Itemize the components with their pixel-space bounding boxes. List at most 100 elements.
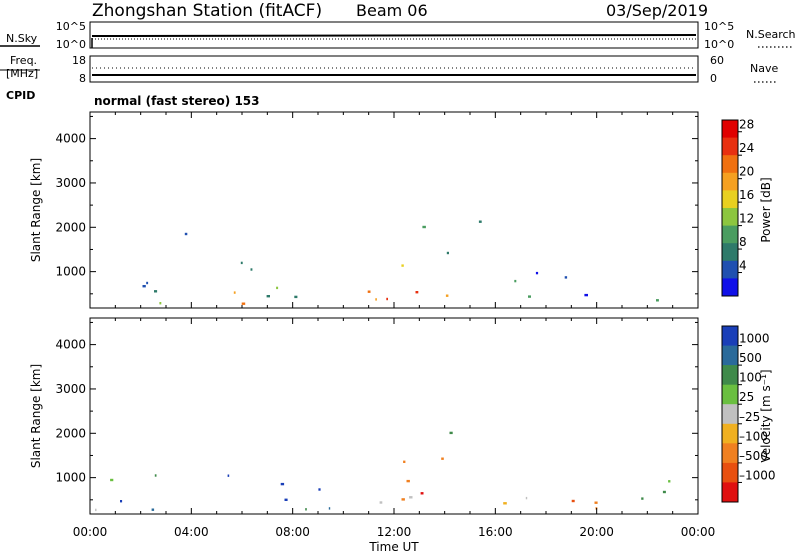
velocity-echo-cell: [379, 501, 383, 504]
power-colorbar-swatch: [722, 278, 738, 297]
power-panel: 1000 2000 3000 4000 Slant Range [km] 4 8 12 16…: [29, 111, 773, 309]
cpid-label: CPID: [6, 89, 35, 102]
power-echo-cell: [142, 285, 146, 288]
power-echo-cell: [445, 294, 449, 297]
velocity-colorbar-tick-label: 500: [739, 351, 762, 365]
nsky-panel: N.Sky 10^5 10^0 10^5 10^0 N.Search: [0, 20, 796, 51]
station-title: Zhongshan Station (fitACF): [92, 1, 322, 21]
power-colorbar-frame: [721, 119, 739, 297]
x-axis-label: Time UT: [368, 540, 419, 554]
nsearch-label: N.Search: [746, 28, 796, 41]
velocity-echo-cell: [151, 508, 155, 511]
nsky-label: N.Sky: [6, 32, 38, 45]
velocity-colorbar-tick-label: 1000: [739, 332, 770, 346]
velocity-echo-cell: [641, 497, 644, 500]
velocity-echo-cell: [594, 501, 598, 504]
velocity-echo-cell: [420, 492, 424, 495]
freq-tick-bottom: 8: [79, 72, 86, 85]
freq-tick-top: 18: [72, 54, 86, 67]
velocity-colorbar-tick-label: –500: [739, 449, 768, 463]
velocity-echo-cell: [571, 499, 575, 503]
power-ytick-label: 2000: [55, 220, 86, 234]
power-echo-cell: [401, 264, 404, 267]
velocity-echo-cell: [668, 480, 671, 483]
velocity-colorbar-swatch: [722, 482, 738, 503]
power-echo-cell: [250, 268, 253, 271]
power-echo-cell: [535, 271, 539, 275]
x-tick-label: 16:00: [478, 525, 513, 539]
freq-unit: [MHz]: [6, 67, 38, 80]
power-colorbar-label: Power [dB]: [759, 177, 773, 242]
x-tick-label: 00:00: [73, 525, 108, 539]
nave-label: Nave: [750, 62, 778, 75]
velocity-ytick-label: 1000: [55, 471, 86, 485]
velocity-echo-cell: [409, 496, 413, 499]
velocity-echo-cell: [318, 488, 321, 491]
time-x-axis: 00:00 04:00 08:00 12:00 16:00 20:00 00:00: [73, 525, 716, 539]
velocity-colorbar-tick-label: 25: [739, 390, 754, 404]
power-echo-cells: [142, 220, 659, 305]
x-tick-label: 04:00: [174, 525, 209, 539]
power-colorbar-tick-label: 24: [739, 141, 754, 155]
velocity-echo-cell: [280, 482, 285, 486]
beam-label: Beam 06: [356, 1, 428, 20]
freq-panel: Freq. [MHz] 18 8 60 0 Nave: [0, 54, 778, 85]
power-echo-cell: [276, 286, 279, 290]
velocity-panel: 1000 2000 3000 4000 Slant Range [km] 1000 50…: [29, 317, 776, 515]
nave-tick-bottom: 0: [710, 72, 717, 85]
velocity-colorbar-swatch: [722, 326, 738, 347]
power-echo-cell: [154, 290, 158, 293]
velocity-echo-cell: [120, 500, 123, 503]
power-echo-cell: [656, 299, 659, 302]
nsearch-tick-top: 10^5: [704, 20, 734, 33]
velocity-echo-cell: [662, 490, 666, 494]
power-echo-cell: [386, 297, 388, 301]
power-echo-cell: [584, 293, 588, 297]
power-echo-cell: [240, 261, 243, 265]
velocity-echo-cells: [95, 431, 671, 512]
velocity-colorbar-tick-label: –100: [739, 429, 768, 443]
velocity-y-axis: 1000 2000 3000 4000: [55, 318, 699, 514]
velocity-ytick-label: 2000: [55, 426, 86, 440]
velocity-colorbar-swatch: [722, 345, 738, 366]
power-echo-cell: [564, 276, 568, 279]
power-echo-cell: [528, 295, 531, 298]
cpid-text: normal (fast stereo) 153: [94, 94, 260, 108]
x-tick-label: 00:00: [681, 525, 716, 539]
velocity-echo-cell: [441, 457, 444, 460]
date-label: 03/Sep/2019: [606, 1, 708, 20]
power-plot-frame: [89, 111, 699, 309]
power-colorbar-tick-label: 16: [739, 188, 754, 202]
velocity-colorbar: 1000 500 100 25 –25 –100 –500 –1000: [721, 325, 776, 503]
velocity-colorbar-swatch: [722, 443, 738, 464]
power-echo-cell: [478, 220, 482, 223]
velocity-echo-cell: [403, 460, 406, 463]
velocity-echo-cell: [449, 431, 453, 435]
power-echo-cell: [415, 291, 419, 294]
nave-tick-top: 60: [710, 54, 724, 67]
velocity-echo-cell: [503, 502, 507, 505]
power-colorbar-swatch: [722, 260, 738, 279]
power-colorbar-tick-label: 20: [739, 165, 754, 179]
velocity-colorbar-tick-label: –1000: [739, 468, 776, 482]
power-colorbar: 4 8 12 16 20 24 28: [721, 118, 754, 297]
velocity-ytick-label: 4000: [55, 338, 86, 352]
power-ytick-label: 3000: [55, 176, 86, 190]
velocity-ytick-label: 3000: [55, 382, 86, 396]
power-colorbar-tick-label: 12: [739, 212, 754, 226]
velocity-colorbar-swatch: [722, 404, 738, 425]
power-colorbar-tick-label: 28: [739, 118, 754, 132]
nsky-tick-bottom: 10^0: [56, 38, 86, 51]
power-colorbar-swatch: [722, 208, 738, 227]
velocity-echo-cell: [110, 478, 114, 482]
power-colorbar-swatch: [722, 190, 738, 209]
velocity-colorbar-swatch: [722, 384, 738, 405]
velocity-y-label: Slant Range [km]: [29, 364, 43, 468]
power-echo-cell: [184, 232, 188, 236]
power-echo-cell: [514, 279, 517, 283]
velocity-colorbar-swatch: [722, 423, 738, 444]
velocity-colorbar-swatch: [722, 365, 738, 386]
velocity-echo-cell: [154, 474, 157, 477]
power-echo-cell: [159, 302, 162, 305]
